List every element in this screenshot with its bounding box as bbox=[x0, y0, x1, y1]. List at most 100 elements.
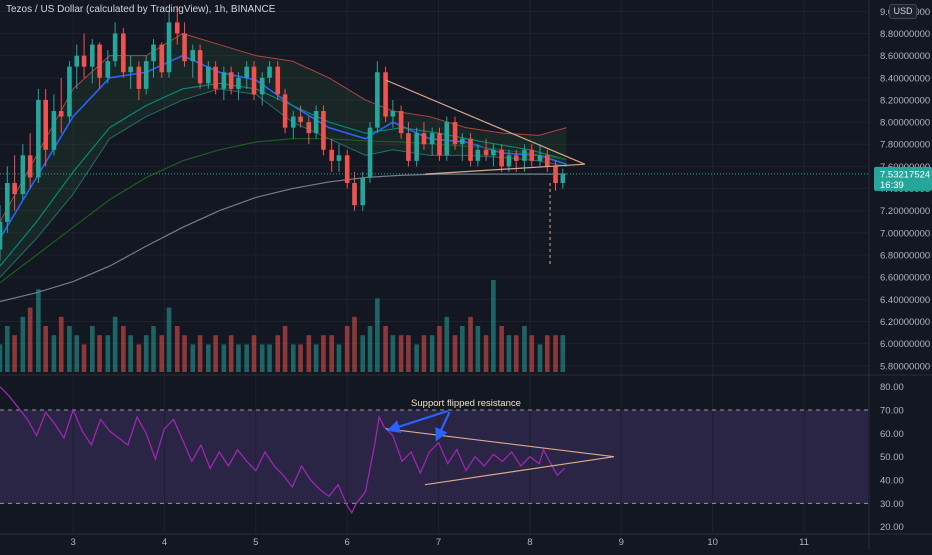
volume-bar bbox=[27, 307, 33, 372]
volume-bar bbox=[275, 335, 281, 372]
candle bbox=[352, 171, 357, 211]
ichimoku-cloud bbox=[0, 33, 567, 278]
candle bbox=[491, 144, 496, 167]
candle bbox=[182, 22, 187, 67]
candle bbox=[151, 39, 156, 78]
candle bbox=[429, 127, 435, 156]
candle bbox=[236, 72, 241, 100]
candle bbox=[159, 42, 165, 78]
candle bbox=[398, 105, 404, 139]
candle bbox=[375, 61, 380, 134]
candle bbox=[537, 144, 543, 167]
candle bbox=[290, 111, 296, 139]
candle bbox=[452, 116, 458, 150]
volume-bar bbox=[452, 335, 458, 372]
volume-bar bbox=[421, 335, 427, 372]
candle-body bbox=[537, 155, 543, 161]
candle bbox=[360, 171, 366, 211]
candle-body bbox=[251, 66, 257, 95]
price-tick-label: 8.20000000 bbox=[880, 95, 930, 106]
volume-bar bbox=[228, 335, 234, 372]
candle bbox=[221, 66, 227, 100]
candle-body bbox=[151, 44, 156, 62]
candle bbox=[0, 205, 3, 261]
volume-bar bbox=[20, 316, 26, 372]
candle bbox=[367, 122, 373, 184]
candle bbox=[267, 61, 272, 84]
candle bbox=[51, 94, 57, 156]
price-tick-label: 8.00000000 bbox=[880, 118, 930, 129]
candle-body bbox=[406, 133, 411, 161]
candle-body bbox=[166, 22, 172, 73]
trendline-ascending-support bbox=[424, 163, 585, 175]
candle-body bbox=[483, 149, 489, 156]
moving-average-ma_slow bbox=[0, 138, 567, 284]
candle-body bbox=[236, 77, 241, 89]
volume-bar bbox=[321, 335, 326, 372]
volume-bar bbox=[128, 335, 133, 372]
candle bbox=[506, 149, 512, 172]
candle bbox=[143, 55, 149, 95]
price-tick-label: 8.40000000 bbox=[880, 73, 930, 84]
volume-bar bbox=[344, 326, 350, 372]
rsi-tick-label: 20.00 bbox=[880, 522, 904, 533]
candle-body bbox=[336, 155, 342, 161]
candle bbox=[282, 88, 288, 134]
candle-body bbox=[0, 221, 3, 250]
volume-bar bbox=[468, 316, 473, 372]
candle-body bbox=[74, 55, 80, 67]
candle-body bbox=[89, 44, 95, 67]
candle bbox=[112, 22, 118, 67]
candle-body bbox=[5, 183, 10, 222]
candle bbox=[275, 61, 281, 100]
candle-body bbox=[513, 155, 519, 161]
price-tag-countdown: 16:39 bbox=[880, 180, 904, 191]
volume-bar bbox=[236, 344, 241, 372]
time-tick-label: 3 bbox=[70, 537, 75, 548]
volume-bar bbox=[159, 335, 165, 372]
candle-body bbox=[460, 138, 465, 145]
candle bbox=[444, 116, 450, 161]
volume-bar bbox=[444, 316, 450, 372]
candle bbox=[313, 105, 319, 139]
candle-body bbox=[306, 122, 312, 134]
candle-body bbox=[58, 111, 64, 117]
candle-body bbox=[43, 99, 48, 150]
candle-body bbox=[27, 155, 33, 178]
candle bbox=[121, 27, 126, 78]
volume-bar bbox=[197, 335, 203, 372]
moving-average-ma_mid bbox=[0, 82, 567, 267]
candle bbox=[228, 66, 234, 95]
candle-body bbox=[12, 183, 17, 195]
candle bbox=[460, 133, 465, 161]
price-tick-label: 8.80000000 bbox=[880, 29, 930, 40]
candle-body bbox=[560, 174, 566, 184]
volume-bar bbox=[259, 344, 265, 372]
volume-bar bbox=[136, 344, 142, 372]
volume-bar bbox=[537, 344, 543, 372]
currency-button[interactable]: USD bbox=[889, 4, 917, 19]
volume-bar bbox=[0, 344, 3, 372]
candle bbox=[206, 61, 211, 89]
volume-bar bbox=[306, 335, 312, 372]
candle bbox=[136, 61, 142, 100]
candle bbox=[560, 168, 566, 189]
candle-body bbox=[67, 66, 72, 117]
candle-body bbox=[51, 111, 57, 150]
candle-body bbox=[36, 99, 41, 178]
volume-bar bbox=[367, 326, 373, 372]
price-tick-label: 5.80000000 bbox=[880, 361, 930, 372]
volume-bar bbox=[513, 335, 519, 372]
candle bbox=[213, 61, 218, 95]
candle-body bbox=[360, 177, 366, 206]
candle-body bbox=[544, 155, 550, 167]
trendline-descending-resistance bbox=[385, 79, 585, 165]
candle-body bbox=[221, 72, 227, 89]
candle-body bbox=[421, 133, 427, 145]
volume-bar bbox=[166, 307, 172, 372]
rsi-tick-label: 30.00 bbox=[880, 499, 904, 510]
volume-bar bbox=[221, 344, 227, 372]
candle-body bbox=[437, 133, 442, 156]
